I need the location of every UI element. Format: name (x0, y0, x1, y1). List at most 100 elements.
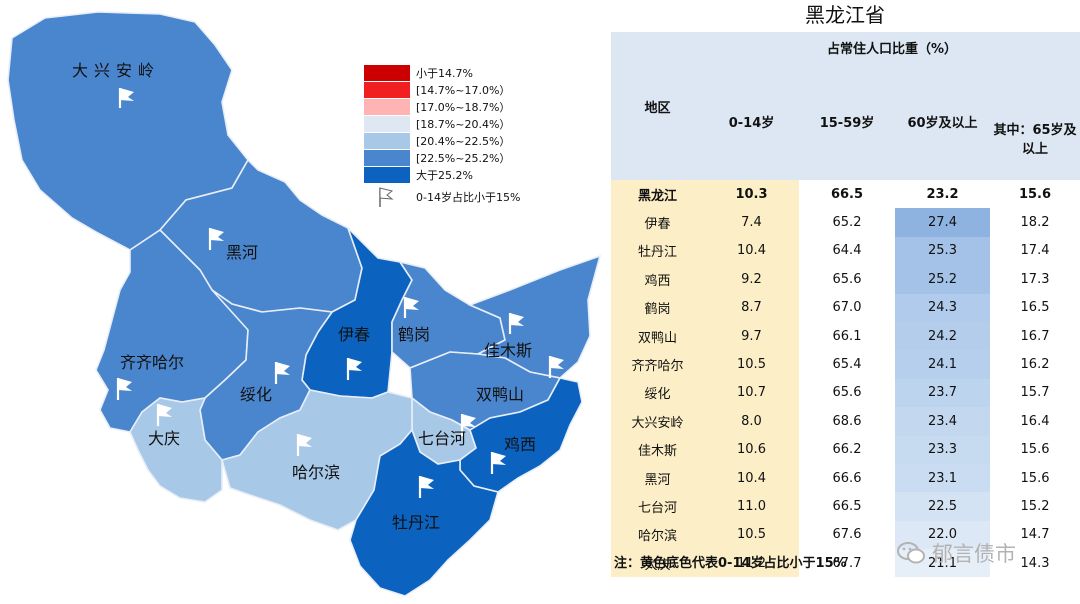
row-value-cell: 64.4 (832, 243, 862, 259)
legend-label: 大于25.2% (416, 168, 473, 182)
col-header: 0-14岁 (704, 62, 799, 180)
row-value-cell: 67.0 (832, 300, 862, 316)
legend-item: [22.5%~25.2%） (364, 149, 564, 166)
row-value-cell: 25.3 (895, 236, 990, 266)
legend-swatch (364, 64, 410, 81)
legend-swatch (364, 81, 410, 98)
row-region-cell: 七台河 (611, 492, 704, 521)
table-row: 鹤岗 8.7 67.0 24.3 16.5 (611, 293, 1080, 322)
row-value-cell: 17.4 (1020, 243, 1050, 259)
row-value-cell: 27.4 (895, 208, 990, 237)
row-value-cell: 15.6 (1018, 186, 1052, 202)
legend-label: [22.5%~25.2%） (416, 151, 511, 165)
row-value-cell: 68.6 (832, 413, 862, 429)
row-value-cell: 66.1 (832, 328, 862, 344)
wechat-icon (896, 540, 926, 566)
region-label: 哈尔滨 (292, 463, 340, 482)
flag-icon (460, 414, 476, 436)
row-region-cell: 大兴安岭 (611, 407, 704, 436)
row-value-cell: 23.4 (895, 407, 990, 436)
row-value-cell: 16.5 (1020, 300, 1050, 316)
table-row: 双鸭山 9.7 66.1 24.2 16.7 (611, 321, 1080, 351)
flag-icon (490, 452, 506, 474)
row-region-cell: 鹤岗 (611, 293, 704, 322)
footnote: 注：黄色底色代表0-14岁占比小于15% (614, 556, 847, 571)
table-row: 黑龙江 10.3 66.5 23.2 15.6 (611, 180, 1080, 209)
row-value-cell: 10.4 (704, 463, 799, 493)
region-label: 双鸭山 (476, 385, 524, 404)
row-value-cell: 11.2 (704, 549, 799, 578)
row-value-cell: 66.5 (830, 186, 864, 202)
legend-swatch (364, 149, 410, 166)
flag-icon (364, 186, 410, 208)
legend-label: [14.7%~17.0%） (416, 83, 511, 97)
region-label: 鸡西 (504, 435, 536, 454)
row-value-cell: 17.3 (1020, 271, 1050, 287)
flag-icon (296, 434, 312, 456)
row-value-cell: 66.2 (832, 442, 862, 458)
region-label: 大庆 (148, 429, 180, 448)
col-header: 60岁及以上 (895, 62, 990, 180)
row-value-cell: 65.2 (832, 215, 862, 231)
row-value-cell: 16.7 (1020, 328, 1050, 344)
row-value-cell: 67.7 (832, 555, 862, 571)
row-value-cell: 65.6 (832, 271, 862, 287)
row-region-cell: 鸡西 (611, 265, 704, 294)
row-value-cell: 22.5 (895, 492, 990, 521)
legend-label: [18.7%~20.4%） (416, 117, 511, 131)
row-value-cell: 25.2 (895, 265, 990, 294)
row-value-cell: 16.2 (1020, 357, 1050, 373)
row-value-cell: 65.6 (832, 385, 862, 401)
row-value-cell: 15.7 (1020, 385, 1050, 401)
heilongjiang-map: 大兴安岭 黑河 齐齐哈尔 伊春 鹤岗 佳木斯 绥化 双鸭山 大庆 七台河 哈尔滨… (7, 11, 602, 597)
region-label: 绥化 (240, 385, 272, 404)
legend-item: [20.4%~22.5%） (364, 132, 564, 149)
row-value-cell: 24.3 (895, 293, 990, 322)
row-value-cell: 22.0 (895, 520, 990, 550)
row-value-cell: 65.4 (832, 357, 862, 373)
region-label: 七台河 (418, 429, 466, 448)
flag-icon (403, 297, 419, 318)
row-value-cell: 18.2 (1020, 215, 1050, 231)
watermark-text: 郁言债市 (932, 542, 1016, 566)
row-region-cell: 双鸭山 (611, 321, 704, 351)
legend-item: 小于14.7% (364, 64, 564, 81)
watermark: 郁言债市 (896, 538, 1016, 568)
page-title: 黑龙江省 (805, 3, 885, 27)
col-header-region: 地区 (611, 32, 704, 180)
col-header: 15-59岁 (799, 62, 895, 180)
flag-icon (156, 404, 172, 426)
table-row: 牡丹江 10.4 64.4 25.3 17.4 (611, 236, 1080, 266)
row-value-cell: 8.0 (704, 407, 799, 436)
legend-item: [17.0%~18.7%） (364, 98, 564, 115)
legend-label: [20.4%~22.5%） (416, 134, 511, 148)
row-region-cell: 佳木斯 (611, 435, 704, 464)
row-value-cell: 14.3 (1020, 555, 1050, 571)
flag-icon (508, 313, 524, 334)
flag-icon (346, 358, 362, 380)
region-label: 大兴安岭 (72, 61, 160, 80)
table-row: 大兴安岭 8.0 68.6 23.4 16.4 (611, 407, 1080, 436)
flag-icon (274, 362, 290, 384)
row-region-cell: 哈尔滨 (611, 520, 704, 550)
region-mudanjiang[interactable] (349, 428, 499, 597)
row-value-cell: 23.7 (895, 378, 990, 408)
region-label: 佳木斯 (484, 341, 532, 360)
region-daqing[interactable] (129, 396, 223, 503)
region-jiamusi[interactable] (467, 254, 602, 379)
table-row: 哈尔滨 10.5 67.6 22.0 14.7 (611, 520, 1080, 550)
row-value-cell: 23.1 (895, 463, 990, 493)
flag-icon (118, 88, 134, 108)
row-value-cell: 23.2 (926, 186, 959, 202)
row-value-cell: 66.6 (832, 470, 862, 486)
legend-label: [17.0%~18.7%） (416, 100, 511, 114)
row-value-cell: 10.7 (704, 378, 799, 408)
row-region-cell: 大庆 (611, 549, 704, 578)
table-row: 黑河 10.4 66.6 23.1 15.6 (611, 463, 1080, 493)
row-value-cell: 10.5 (704, 350, 799, 379)
table-row: 七台河 11.0 66.5 22.5 15.2 (611, 492, 1080, 521)
row-region-cell: 绥化 (611, 378, 704, 408)
region-label: 齐齐哈尔 (120, 353, 184, 372)
legend-swatch (364, 98, 410, 115)
row-value-cell: 15.6 (1020, 470, 1050, 486)
